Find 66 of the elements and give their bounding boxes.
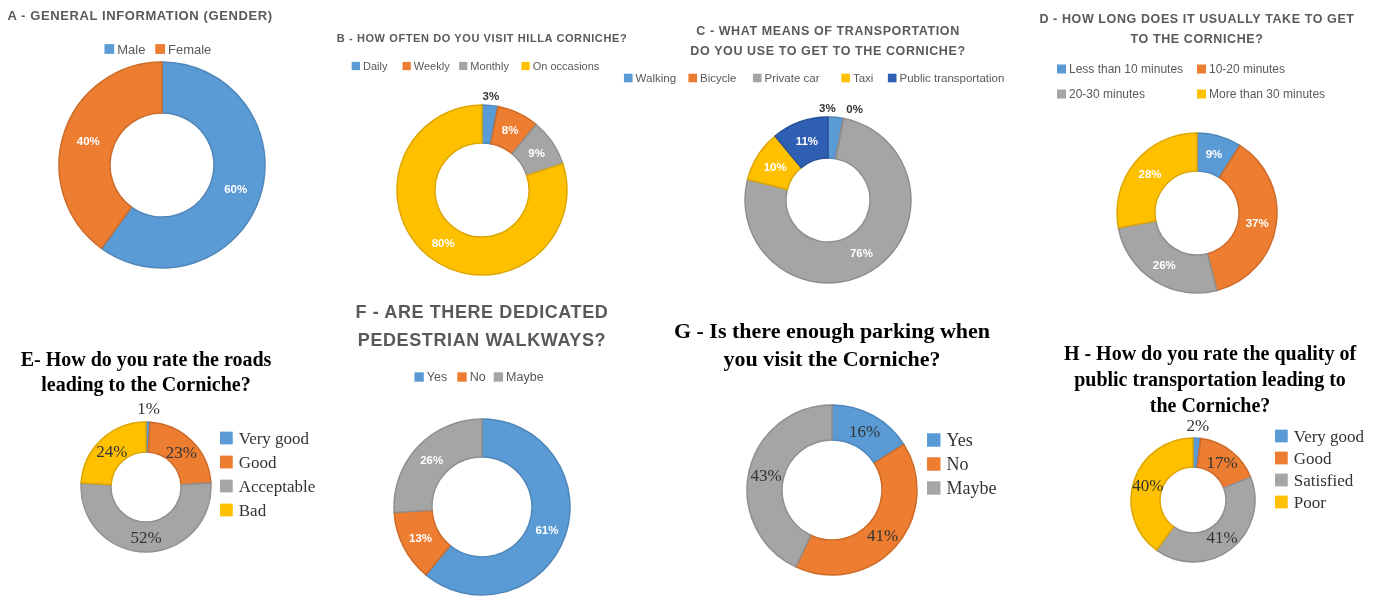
legend-label: Public transportation [899, 72, 1005, 85]
legend-label: Yes [426, 370, 448, 385]
data-label: 37% [1245, 216, 1269, 229]
chart-title: H - How do you rate the quality of public transportation leading to the Corniche? [1063, 342, 1357, 416]
data-label: 13% [409, 532, 433, 545]
legend-label: Good [1293, 448, 1333, 468]
legend-label: Maybe [506, 370, 544, 385]
legend-label: Very good [238, 428, 310, 448]
data-label: 80% [431, 237, 455, 250]
chart-title: C - WHAT MEANS OF TRANSPORTATION DO YOU USE TO GET TO THE CORNICHE? [690, 24, 966, 58]
legend-label: Taxi [852, 72, 874, 85]
chart-title: B - HOW OFTEN DO YOU VISIT HILLA CORNICHE? [336, 32, 628, 44]
legend-label: No [946, 454, 969, 475]
data-label: 26% [420, 453, 444, 466]
data-label: 40% [76, 135, 100, 148]
legend-label: Male [117, 41, 146, 57]
data-label: 41% [867, 525, 899, 545]
legend-label: Daily [362, 59, 388, 72]
legend-label: Good [238, 452, 278, 472]
legend-label: Less than 10 minutes [1069, 62, 1184, 77]
data-label: 9% [1205, 148, 1223, 161]
data-label: 8% [501, 124, 519, 137]
legend-label: No [469, 370, 486, 385]
chart-title: D - HOW LONG DOES IT USUALLY TAKE TO GET TO THE CORNICHE? [1039, 12, 1355, 46]
chart-title: A - GENERAL INFORMATION (GENDER) [7, 8, 273, 23]
data-label: 40% [1132, 476, 1164, 496]
data-label: 24% [96, 441, 128, 461]
data-label: 26% [1152, 258, 1176, 271]
data-label: 61% [535, 524, 559, 537]
data-label: 3% [482, 90, 500, 103]
legend-label: Private car [764, 72, 820, 85]
data-label: 23% [165, 442, 197, 462]
legend-label: Weekly [413, 59, 451, 72]
data-label: 41% [1206, 528, 1238, 548]
legend-label: Acceptable [238, 476, 316, 496]
chart-title: E- How do you rate the roads leading to the Corniche? [20, 348, 272, 396]
legend-label: Female [167, 41, 212, 57]
legend-label: Bicycle [700, 72, 737, 85]
data-label: 3% [819, 102, 836, 115]
data-label: 76% [849, 246, 873, 259]
data-label: 11% [795, 135, 819, 148]
legend-label: Monthly [470, 59, 510, 72]
data-label: 10% [763, 160, 787, 173]
data-label: 52% [130, 527, 162, 547]
data-label: 9% [528, 146, 545, 159]
legend-label: 10-20 minutes [1209, 62, 1286, 77]
legend-label: On occasions [532, 59, 600, 72]
data-label: 43% [750, 466, 782, 486]
chart-title: F - ARE THERE DEDICATED PEDESTRIAN WALKWAYS? [355, 302, 609, 350]
chart-title: G - Is there enough parking when you visit the Corniche? [673, 318, 991, 371]
data-label: 2% [1186, 415, 1210, 435]
text: 0% [846, 103, 863, 116]
legend-label: Yes [946, 430, 973, 451]
data-label: 28% [1138, 168, 1162, 181]
legend-label: Bad [238, 500, 267, 520]
data-label: 16% [848, 421, 881, 441]
legend-label: Poor [1293, 492, 1327, 512]
legend-label: Maybe [946, 478, 997, 499]
legend-label: Satisfied [1293, 470, 1354, 490]
legend-label: Very good [1293, 426, 1365, 446]
data-label: 17% [1206, 453, 1238, 473]
data-label: 1% [137, 399, 160, 419]
legend-label: 20-30 minutes [1069, 87, 1146, 102]
legend-label: Walking [635, 72, 677, 85]
legend-label: More than 30 minutes [1209, 87, 1326, 102]
data-label: 60% [224, 182, 248, 195]
